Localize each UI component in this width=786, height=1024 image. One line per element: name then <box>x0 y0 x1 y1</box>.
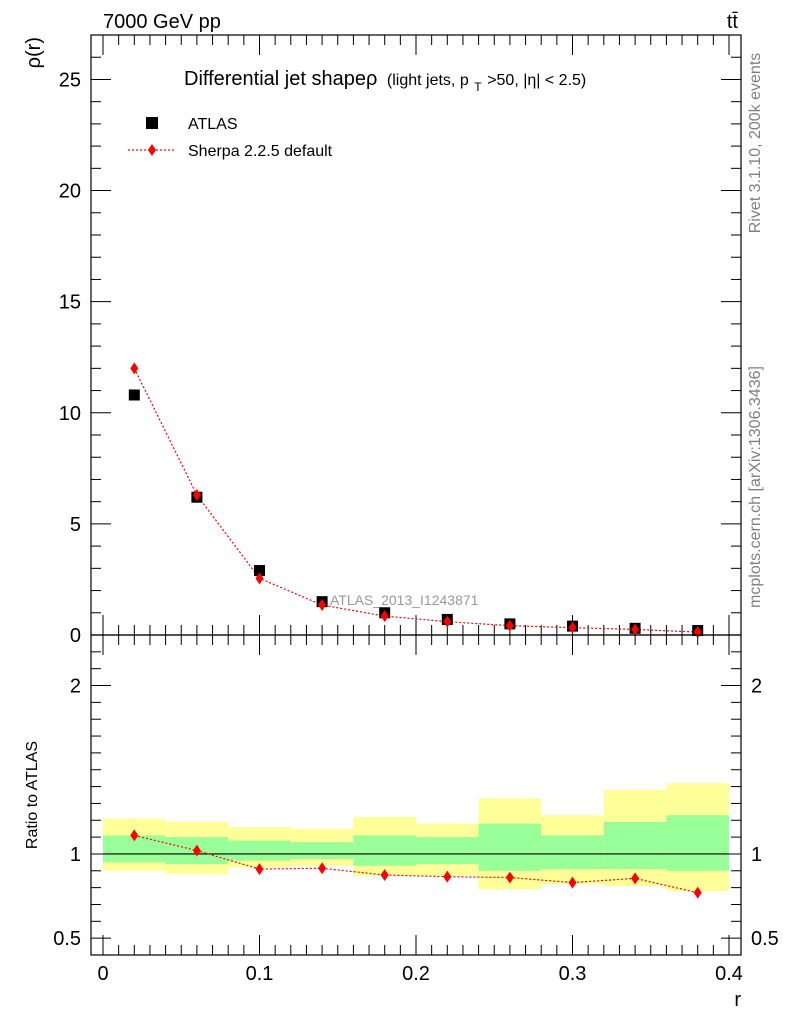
legend: ATLAS Sherpa 2.2.5 default <box>128 116 333 160</box>
green-band-bin <box>541 835 604 870</box>
legend-sherpa-marker <box>148 144 156 156</box>
x-tick-label: 0.3 <box>559 963 587 985</box>
x-axis-label: r <box>734 989 741 1011</box>
ratio-sherpa-point <box>443 870 452 883</box>
green-band-bin <box>603 821 667 870</box>
ratio-y-tick-label-right: 0.5 <box>751 928 779 950</box>
main-y-tick-label: 5 <box>70 514 81 536</box>
energy-label: 7000 GeV pp <box>103 11 221 33</box>
main-title-detail-rest: >50, |η| < 2.5) <box>487 72 586 89</box>
sherpa-point <box>380 610 389 623</box>
main-title-detail: (light jets, p <box>387 72 469 89</box>
x-tick-label: 0.4 <box>715 963 743 985</box>
ratio-sherpa-point <box>505 871 514 884</box>
ratio-data-marks <box>130 829 702 899</box>
sherpa-point <box>443 615 452 628</box>
legend-sherpa-label: Sherpa 2.2.5 default <box>188 143 333 160</box>
ratio-sherpa-line <box>134 834 698 894</box>
main-y-axis-label: ρ(r) <box>23 37 45 68</box>
green-band-bin <box>228 840 291 861</box>
sherpa-line <box>133 368 698 633</box>
ratio-y-tick-label: 0.5 <box>53 928 81 950</box>
ratio-y-axis-label: Ratio to ATLAS <box>24 741 41 849</box>
sherpa-point <box>318 599 327 611</box>
ratio-sherpa-point <box>568 876 577 889</box>
x-tick-label: 0.1 <box>246 963 274 985</box>
ratio-panel: Ratio to ATLAS r 0.5 0.5 1 1 2 2 0 0.1 0.2 0.3 0.4 <box>24 634 779 1011</box>
ratio-y-tick-label: 1 <box>70 844 81 866</box>
main-panel: ρ(r) Differential jet shapeρ (light jets… <box>23 34 742 647</box>
main-y-tick-label: 20 <box>59 181 81 203</box>
atlas-point <box>128 389 140 401</box>
main-data-marks <box>128 362 704 639</box>
green-band-bin <box>353 835 416 866</box>
x-tick-label: 0.2 <box>402 963 430 985</box>
x-tick-label: 0 <box>97 963 108 985</box>
main-y-tick-label: 25 <box>59 69 81 91</box>
ratio-sherpa-point <box>192 844 201 857</box>
rivet-version-label: Rivet 3.1.10, 200k events <box>747 53 764 234</box>
ratio-sherpa-point <box>255 863 264 876</box>
sherpa-point <box>568 621 577 634</box>
main-y-tick-label: 0 <box>70 625 81 647</box>
mcplots-label: mcplots.cern.ch [arXiv:1306.3436] <box>747 366 764 608</box>
legend-atlas-marker <box>146 117 158 129</box>
ratio-y-tick-label: 2 <box>70 676 81 698</box>
process-label: tt̄ <box>727 11 739 33</box>
green-band-bin <box>416 837 479 865</box>
sherpa-point <box>130 362 139 375</box>
main-axis-ticks: 0 5 10 15 20 25 <box>59 34 741 647</box>
ratio-sherpa-point <box>130 829 139 842</box>
ratio-axis-ticks: 0.5 0.5 1 1 2 2 0 0.1 0.2 0.3 0.4 <box>53 635 779 985</box>
ratio-sherpa-point <box>380 869 389 881</box>
main-title-text: Differential jet shapeρ <box>184 68 377 90</box>
sherpa-point <box>192 489 201 501</box>
main-title-subscript: T <box>474 80 482 94</box>
sherpa-point <box>255 572 264 585</box>
main-title: Differential jet shapeρ (light jets, p T… <box>184 68 586 96</box>
atlas-point <box>254 565 265 577</box>
sherpa-point <box>505 619 514 632</box>
ratio-sherpa-point <box>693 886 702 899</box>
green-band-bin <box>290 842 354 859</box>
main-y-tick-label: 15 <box>59 292 81 314</box>
green-band-bin <box>666 815 729 871</box>
ratio-sherpa-point <box>318 862 327 875</box>
green-band-bin <box>478 823 542 871</box>
main-y-tick-label: 10 <box>59 403 81 425</box>
sherpa-point <box>631 623 640 636</box>
ratio-sherpa-point <box>631 872 640 885</box>
ratio-y-tick-label-right: 1 <box>751 844 762 866</box>
ratio-y-tick-label-right: 2 <box>751 676 762 698</box>
legend-atlas-label: ATLAS <box>188 116 238 133</box>
analysis-watermark: ATLAS_2013_I1243871 <box>330 592 479 608</box>
